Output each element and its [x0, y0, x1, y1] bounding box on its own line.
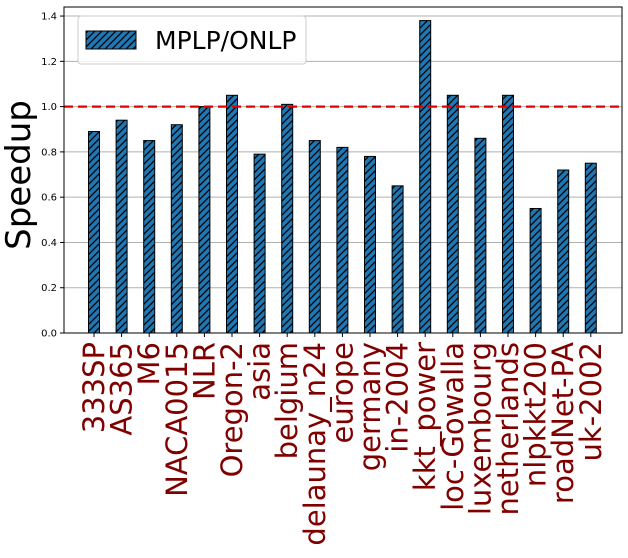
bar-M6: [143, 140, 156, 334]
y-tick-label: 0.4: [41, 238, 57, 249]
x-tick-label: asia: [243, 342, 277, 401]
x-tick-label: luxembourg: [463, 342, 497, 515]
bar-NLR: [198, 106, 211, 334]
x-tick-label: nlpkkt200: [519, 342, 553, 487]
x-tick-label: uk-2002: [574, 342, 608, 461]
bar-in-2004: [391, 185, 404, 334]
bar-delaunay_n24: [308, 140, 321, 334]
bar-AS365: [115, 119, 128, 334]
y-tick-label: 0.8: [41, 147, 57, 158]
y-tick-label: 1.2: [41, 57, 57, 68]
x-tick-label: Oregon-2: [215, 342, 249, 477]
bar-kkt_power: [419, 20, 432, 334]
x-tick-label: M6: [132, 342, 166, 385]
x-tick-label: netherlands: [491, 342, 525, 515]
legend-swatch: [85, 30, 137, 50]
bar-roadNet-PA: [557, 169, 570, 334]
x-tick-label: roadNet-PA: [546, 342, 580, 504]
y-tick-label: 0.2: [41, 283, 57, 294]
x-tick-label: delaunay_n24: [298, 342, 332, 546]
x-tick-label: 333SP: [77, 342, 111, 433]
y-axis-label: Speedup: [0, 100, 39, 250]
bars: [88, 20, 597, 334]
bar-333SP: [88, 131, 100, 334]
x-tick-label: in-2004: [381, 342, 415, 453]
bar-belgium: [281, 103, 294, 334]
y-tick-label: 1.4: [41, 12, 57, 23]
legend-box: [77, 15, 307, 65]
x-axis-ticks: 333SPAS365M6NACA0015NLROregon-2asiabelgi…: [77, 333, 608, 546]
x-tick-label: AS365: [105, 342, 139, 436]
bar-asia: [253, 153, 266, 334]
legend-label: MPLP/ONLP: [155, 26, 296, 55]
x-tick-label: NLR: [187, 342, 221, 400]
bar-luxembourg: [474, 137, 487, 334]
x-tick-label: kkt_power: [408, 342, 442, 491]
bar-nlpkkt200: [529, 207, 542, 334]
bar-netherlands: [502, 94, 514, 334]
y-axis-ticks: 0.0 0.2 0.4 0.6 0.8 1.0 1.2 1.4: [41, 12, 64, 340]
y-tick-label: 0.0: [41, 329, 57, 340]
x-tick-label: loc-Gowalla: [436, 342, 470, 511]
x-tick-label: germany: [353, 342, 387, 471]
y-tick-label: 0.6: [41, 193, 57, 204]
bar-uk-2002: [584, 162, 597, 334]
bar-Oregon-2: [226, 94, 238, 334]
y-tick-label: 1.0: [41, 102, 57, 113]
x-tick-label: NACA0015: [160, 342, 194, 497]
plot-area-frame: [63, 6, 623, 334]
legend: MPLP/ONLP: [77, 15, 307, 65]
bar-europe: [336, 146, 349, 334]
x-tick-label: belgium: [270, 342, 304, 459]
bar-loc-Gowalla: [446, 94, 459, 334]
bar-NACA0015: [170, 124, 183, 334]
bar-germany: [364, 155, 376, 334]
x-tick-label: europe: [325, 342, 359, 444]
